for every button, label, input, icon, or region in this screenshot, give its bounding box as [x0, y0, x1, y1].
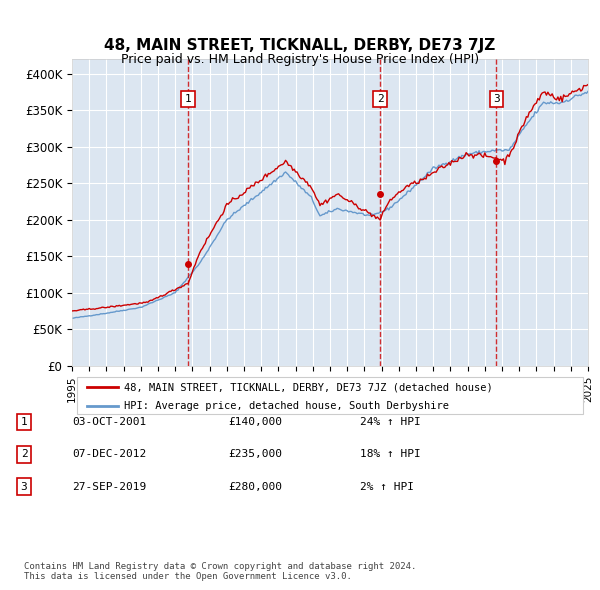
Text: £280,000: £280,000 [228, 482, 282, 491]
FancyBboxPatch shape [77, 377, 583, 414]
Text: 27-SEP-2019: 27-SEP-2019 [72, 482, 146, 491]
Text: Price paid vs. HM Land Registry's House Price Index (HPI): Price paid vs. HM Land Registry's House … [121, 53, 479, 66]
Text: 1: 1 [185, 94, 191, 104]
Text: 07-DEC-2012: 07-DEC-2012 [72, 450, 146, 459]
Text: £235,000: £235,000 [228, 450, 282, 459]
Text: 2: 2 [377, 94, 383, 104]
Text: 48, MAIN STREET, TICKNALL, DERBY, DE73 7JZ (detached house): 48, MAIN STREET, TICKNALL, DERBY, DE73 7… [124, 382, 493, 392]
Text: 24% ↑ HPI: 24% ↑ HPI [360, 417, 421, 427]
Text: HPI: Average price, detached house, South Derbyshire: HPI: Average price, detached house, Sout… [124, 401, 449, 411]
Text: 48, MAIN STREET, TICKNALL, DERBY, DE73 7JZ: 48, MAIN STREET, TICKNALL, DERBY, DE73 7… [104, 38, 496, 53]
Text: 3: 3 [20, 482, 28, 491]
Text: £140,000: £140,000 [228, 417, 282, 427]
Text: 18% ↑ HPI: 18% ↑ HPI [360, 450, 421, 459]
Text: 1: 1 [20, 417, 28, 427]
Text: Contains HM Land Registry data © Crown copyright and database right 2024.
This d: Contains HM Land Registry data © Crown c… [24, 562, 416, 581]
Text: 2: 2 [20, 450, 28, 459]
Text: 3: 3 [493, 94, 500, 104]
Text: 2% ↑ HPI: 2% ↑ HPI [360, 482, 414, 491]
Text: 03-OCT-2001: 03-OCT-2001 [72, 417, 146, 427]
